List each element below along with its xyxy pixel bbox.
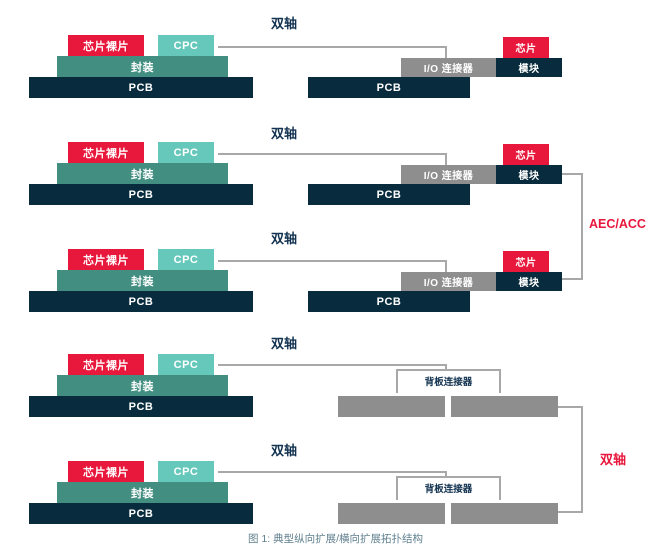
cpc-box: CPC [158,35,214,56]
backplane-bracket [396,369,501,393]
pcb-box: PCB [29,184,253,205]
pcb-box: PCB [308,291,470,312]
io-connector-box: I/O 连接器 [401,58,496,77]
chip-box: 芯片 [503,144,549,165]
pcb-box: PCB [308,184,470,205]
die-box: 芯片裸片 [68,354,144,375]
figure-caption: 图 1: 典型纵向扩展/横向扩展拓扑结构 [248,533,424,545]
die-box: 芯片裸片 [68,35,144,56]
backplane-connector-label: 背板连接器 [424,377,473,388]
package-box: 封装 [57,375,228,396]
dual-axis-label-row4: 双轴 [270,336,297,351]
io-connector-box: I/O 连接器 [401,165,496,184]
die-box: 芯片裸片 [68,142,144,163]
cpc-box: CPC [158,249,214,270]
aec-acc-label: AEC/ACC [589,217,646,231]
dual-axis-label-row5: 双轴 [270,443,297,458]
module-box: 模块 [496,272,562,291]
cpc-box: CPC [158,354,214,375]
package-box: 封装 [57,482,228,503]
package-box: 封装 [57,163,228,184]
backplane-board-left [338,396,445,417]
dual-axis-label-row1: 双轴 [270,16,297,31]
aec-acc-bracket [562,173,583,280]
backplane-board-right [451,396,558,417]
backplane-board-right [451,503,558,524]
chip-box: 芯片 [503,37,549,58]
cpc-to-io-line-row2 [218,153,447,165]
pcb-box: PCB [29,291,253,312]
module-box: 模块 [496,58,562,77]
module-box: 模块 [496,165,562,184]
backplane-board-left [338,503,445,524]
die-box: 芯片裸片 [68,249,144,270]
cpc-box: CPC [158,142,214,163]
die-box: 芯片裸片 [68,461,144,482]
cpc-to-io-line-row3 [218,260,447,272]
cpc-box: CPC [158,461,214,482]
pcb-box: PCB [29,77,253,98]
io-connector-box: I/O 连接器 [401,272,496,291]
chip-box: 芯片 [503,251,549,272]
backplane-bracket [396,476,501,500]
package-box: 封装 [57,270,228,291]
dual-axis-label-row3: 双轴 [270,231,297,246]
cpc-to-backplane-line-row4 [218,364,447,371]
cpc-to-backplane-line-row5 [218,471,447,478]
package-box: 封装 [57,56,228,77]
pcb-box: PCB [29,503,253,524]
cpc-to-io-line-row1 [218,46,447,58]
dual-axis-label-row2: 双轴 [270,126,297,141]
pcb-box: PCB [308,77,470,98]
backplane-connector-label: 背板连接器 [424,484,473,495]
dual-axis-right-label: 双轴 [600,452,627,467]
dual-axis-bracket [558,406,583,513]
pcb-box: PCB [29,396,253,417]
